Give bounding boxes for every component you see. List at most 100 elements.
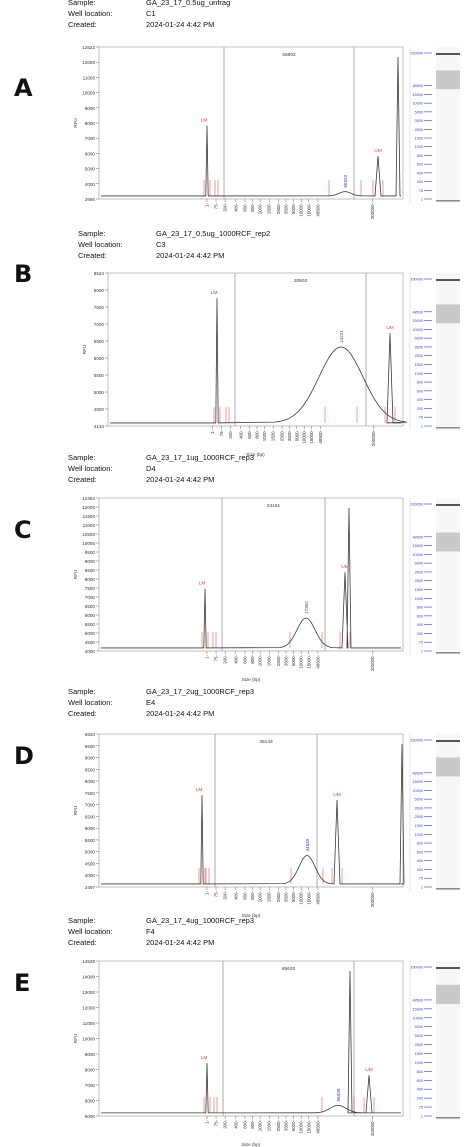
peak-size-label: 14231 bbox=[339, 330, 344, 343]
x-tick-label: 48500- bbox=[318, 429, 323, 443]
x-tick-label: 5000- bbox=[294, 429, 299, 441]
x-tick-label: 10000- bbox=[299, 1119, 304, 1133]
x-tick-label: 2500- bbox=[276, 654, 281, 666]
ladder-size-label: 75 bbox=[419, 189, 423, 193]
upper-marker-label: UM bbox=[341, 564, 348, 570]
x-tick-label: 600- bbox=[247, 429, 252, 438]
x-tick-label: 75- bbox=[214, 202, 219, 209]
ladder-size-label: 200 bbox=[417, 1097, 423, 1101]
gel-band-upper-marker bbox=[436, 740, 460, 742]
gel-band-lower-marker bbox=[436, 652, 460, 654]
ladder-size-label: 75 bbox=[419, 416, 423, 420]
sample-key: Sample: bbox=[78, 229, 106, 238]
ladder-size-label: 400 bbox=[417, 859, 423, 863]
y-tick-label: 6500 bbox=[85, 604, 96, 609]
y-tick-label: 7500 bbox=[85, 791, 96, 796]
lower-marker-label: LM bbox=[201, 117, 208, 123]
y-tick-label: 6500 bbox=[94, 339, 105, 344]
x-tick-label: 200000- bbox=[370, 654, 375, 671]
y-tick-label: 8000 bbox=[85, 779, 96, 784]
sample-metadata: Sample: GA_23_17_0.5ug_1000RCF_rep2 Well… bbox=[78, 228, 378, 262]
peak-size-label: 44849 bbox=[305, 838, 310, 851]
electropherogram-chart: 1453814000130001200011000100009000800070… bbox=[73, 959, 460, 1147]
y-tick-label: 5500 bbox=[94, 373, 105, 378]
ladder-size-label: 15000 bbox=[412, 780, 423, 784]
ladder-size-label: 1 bbox=[421, 886, 423, 890]
plot-frame bbox=[107, 272, 404, 427]
ladder-size-label: 1 bbox=[421, 198, 423, 202]
ladder-size-label: 5000 bbox=[415, 562, 423, 566]
x-tick-label: 800- bbox=[250, 654, 255, 663]
x-tick-label: 15000- bbox=[309, 429, 314, 443]
y-tick-label: 6000 bbox=[85, 1099, 96, 1104]
smear-region-label: 45143 bbox=[259, 739, 273, 745]
electropherogram-trace bbox=[101, 507, 401, 649]
panel-c: Sample: GA_23_17_1ug_1000RCF_rep3 Well l… bbox=[0, 452, 474, 682]
y-tick-label: 9000 bbox=[85, 1052, 96, 1057]
ladder-size-label: 10000 bbox=[412, 1016, 423, 1020]
x-axis-label: Size (bp) bbox=[242, 913, 261, 918]
x-tick-label: 3500- bbox=[283, 654, 288, 666]
x-axis-label: Size (bp) bbox=[242, 677, 261, 682]
ladder-size-label: 600 bbox=[417, 1079, 423, 1083]
x-tick-label: 75- bbox=[214, 654, 219, 661]
electropherogram-chart: 1262212000110001000090008000700060005000… bbox=[73, 45, 460, 219]
ladder-size-label: 800 bbox=[417, 842, 423, 846]
x-tick-label: 600- bbox=[242, 654, 247, 663]
y-tick-label: 8500 bbox=[85, 568, 96, 573]
ladder-size-label: 1000 bbox=[415, 1061, 423, 1065]
ladder-size-label: 15000 bbox=[412, 319, 423, 323]
x-tick-label: 1- bbox=[210, 429, 215, 433]
panel-a: Sample: GA_23_17_0.5ug_unfrag Well locat… bbox=[0, 0, 474, 225]
ladder-size-label: 48500 bbox=[412, 310, 423, 314]
x-tick-label: 800- bbox=[254, 429, 259, 438]
x-tick-label: 5000- bbox=[291, 202, 296, 214]
gel-lane bbox=[436, 498, 460, 655]
gel-band-upper-marker bbox=[436, 53, 460, 55]
electropherogram-trace bbox=[101, 56, 401, 197]
y-tick-label: 7000 bbox=[94, 322, 105, 327]
y-tick-label: 9500 bbox=[85, 744, 96, 749]
y-tick-label: 11500 bbox=[83, 514, 96, 519]
panel-letter: E bbox=[14, 969, 31, 997]
panel-e: Sample: GA_23_17_4ug_1000RCF_rep3 Well l… bbox=[0, 915, 474, 1147]
x-tick-label: 600- bbox=[242, 890, 247, 899]
ladder-size-label: 800 bbox=[417, 606, 423, 610]
ladder-size-label: 600 bbox=[417, 389, 423, 393]
x-tick-label: 200- bbox=[228, 429, 233, 438]
plot-frame bbox=[98, 46, 404, 200]
ladder-size-label: 200 bbox=[417, 180, 423, 184]
y-tick-label: 13000 bbox=[82, 990, 95, 995]
panel-b: Sample: GA_23_17_0.5ug_1000RCF_rep2 Well… bbox=[0, 228, 474, 460]
panel-letter: B bbox=[14, 260, 33, 288]
smear-region-label: 20603 bbox=[294, 278, 308, 284]
ladder-size-label: 75 bbox=[419, 877, 423, 881]
ladder-size-label: 2500 bbox=[415, 815, 423, 819]
x-tick-label: 1500- bbox=[267, 890, 272, 902]
y-tick-label: 6000 bbox=[85, 613, 96, 618]
x-tick-label: 2500- bbox=[276, 1119, 281, 1131]
x-tick-label: 1- bbox=[204, 202, 209, 206]
x-axis-label: Size (bp) bbox=[246, 452, 265, 457]
lower-marker-label: LM bbox=[199, 581, 206, 587]
ladder-size-label: 2500 bbox=[415, 354, 423, 358]
y-tick-label: 6000 bbox=[85, 151, 96, 156]
ladder-size-label: 10000 bbox=[412, 789, 423, 793]
y-tick-label: 4500 bbox=[85, 640, 96, 645]
y-axis-label: RFU bbox=[73, 806, 78, 815]
sample-key: Sample: bbox=[68, 687, 96, 696]
sample-metadata: Sample: GA_23_17_2ug_1000RCF_rep3 Well l… bbox=[68, 686, 368, 720]
y-tick-label: 11000 bbox=[83, 1021, 96, 1026]
x-tick-label: 200- bbox=[223, 890, 228, 899]
ladder-size-label: 1500 bbox=[415, 824, 423, 828]
x-tick-label: 200- bbox=[223, 654, 228, 663]
x-tick-label: 200000- bbox=[370, 890, 375, 907]
panel-letter: A bbox=[14, 74, 33, 102]
well-location: F4 bbox=[146, 927, 155, 936]
y-tick-label: 9000 bbox=[85, 106, 96, 111]
upper-marker-label: UM bbox=[333, 792, 340, 798]
y-tick-label: 10000 bbox=[82, 1037, 95, 1042]
x-tick-label: 15000- bbox=[306, 890, 311, 904]
y-tick-label: 12000 bbox=[82, 505, 95, 510]
well-location: D4 bbox=[146, 464, 156, 473]
